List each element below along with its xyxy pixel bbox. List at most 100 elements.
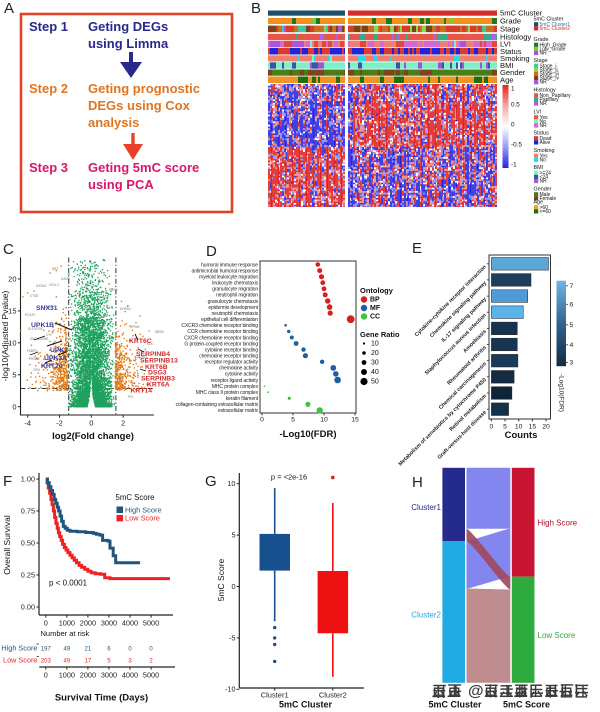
svg-text:Step 3: Step 3 [29, 160, 68, 175]
svg-text:Geting 5mC score: Geting 5mC score [88, 160, 199, 175]
svg-text:49: 49 [64, 659, 71, 665]
svg-text:5mC Cluster1: 5mC Cluster1 [540, 22, 571, 28]
svg-text:Papillary: Papillary [540, 97, 560, 103]
svg-text:15: 15 [8, 306, 16, 315]
svg-text:Cluster1: Cluster1 [411, 503, 441, 512]
svg-text:extracellular matrix: extracellular matrix [218, 408, 259, 414]
svg-text:Stage: Stage [534, 58, 548, 64]
svg-text:5: 5 [12, 370, 16, 379]
svg-text:0: 0 [511, 122, 515, 129]
svg-text:UPK3A: UPK3A [44, 355, 67, 362]
svg-text:No: No [540, 119, 547, 125]
svg-text:CCR chemokine receptor binding: CCR chemokine receptor binding [187, 329, 258, 335]
svg-text:High Score: High Score [538, 519, 578, 528]
svg-text:NR: NR [540, 101, 548, 107]
svg-text:Smoking: Smoking [500, 54, 530, 63]
svg-text:Yes: Yes [540, 115, 549, 121]
svg-text:Non_Papillary: Non_Papillary [540, 93, 572, 99]
svg-text:-0.5: -0.5 [511, 142, 522, 149]
svg-text:Alive: Alive [540, 140, 551, 146]
svg-text:Cluster2: Cluster2 [319, 691, 347, 700]
svg-text:Low Score: Low Score [3, 656, 37, 665]
svg-text:Age: Age [500, 75, 514, 84]
svg-text:CRH: CRH [33, 368, 41, 372]
svg-text:SPINK: SPINK [130, 325, 140, 329]
svg-text:BMI: BMI [500, 61, 514, 70]
svg-text:CALML3: CALML3 [135, 355, 148, 359]
svg-text:5mC Score: 5mC Score [116, 493, 155, 502]
svg-text:<24: <24 [540, 174, 549, 180]
svg-text:4000: 4000 [122, 619, 138, 628]
svg-text:10: 10 [515, 424, 523, 431]
svg-text:collagen-containing extracellu: collagen-containing extracellular matrix [176, 402, 259, 408]
svg-text:7: 7 [570, 283, 574, 290]
svg-text:20: 20 [8, 275, 16, 284]
svg-text:NR: NR [540, 123, 548, 129]
svg-text:2: 2 [121, 419, 125, 428]
svg-text:BP: BP [370, 297, 380, 304]
svg-text:0: 0 [44, 671, 48, 680]
svg-text:49: 49 [64, 647, 71, 653]
svg-text:D: D [206, 243, 217, 260]
svg-text:analysis: analysis [88, 115, 139, 130]
svg-text:15: 15 [529, 424, 537, 431]
svg-text:Number at risk: Number at risk [41, 629, 90, 638]
svg-text:Histology: Histology [534, 88, 556, 94]
svg-text:Step 2: Step 2 [29, 81, 68, 96]
svg-text:KRT6B: KRT6B [145, 364, 168, 371]
svg-text:-Log10(FDR): -Log10(FDR) [280, 429, 337, 440]
svg-text:cytokine activity: cytokine activity [225, 372, 259, 378]
svg-text:>60: >60 [540, 205, 549, 211]
svg-text:-2: -2 [56, 419, 63, 428]
svg-text:5: 5 [231, 531, 235, 540]
svg-text:keratin filament: keratin filament [226, 396, 259, 402]
svg-text:High Score: High Score [125, 505, 162, 514]
svg-text:197: 197 [41, 647, 52, 653]
svg-text:-1: -1 [511, 162, 517, 169]
svg-text:CC: CC [370, 314, 380, 321]
svg-text:SNX31: SNX31 [36, 305, 58, 312]
svg-text:-5: -5 [229, 633, 236, 642]
svg-text:1.00: 1.00 [21, 474, 35, 483]
svg-text:MHC class II protein complex: MHC class II protein complex [196, 390, 259, 396]
svg-text:17: 17 [85, 659, 92, 665]
svg-text:receptor ligand activity: receptor ligand activity [211, 378, 259, 384]
svg-text:Status: Status [500, 47, 522, 56]
svg-text:Yes: Yes [540, 153, 549, 159]
svg-text:DHRS2: DHRS2 [120, 307, 131, 311]
svg-text:DEGs using Cox: DEGs using Cox [88, 98, 191, 113]
svg-text:Overall Survival: Overall Survival [2, 515, 12, 575]
svg-text:GATA3: GATA3 [36, 284, 46, 288]
svg-text:10: 10 [227, 479, 235, 488]
svg-text:0: 0 [89, 419, 93, 428]
svg-text:chemokine activity: chemokine activity [219, 366, 259, 372]
svg-text:E: E [412, 240, 422, 257]
svg-text:KLK: KLK [147, 342, 154, 346]
svg-text:CYP: CYP [46, 333, 53, 337]
svg-text:6: 6 [570, 302, 574, 309]
svg-text:MF: MF [370, 305, 381, 312]
svg-text:5mC Cluster: 5mC Cluster [534, 17, 564, 23]
svg-text:p < 0.0001: p < 0.0001 [49, 579, 88, 588]
svg-text:30: 30 [371, 360, 379, 367]
svg-text:BMI: BMI [534, 165, 544, 171]
svg-text:receptor regulator activity: receptor regulator activity [205, 360, 259, 366]
svg-text:SNCG/GRHL: SNCG/GRHL [30, 337, 49, 341]
svg-text:chemokine receptor binding: chemokine receptor binding [199, 354, 258, 360]
svg-text:Male: Male [540, 192, 551, 198]
svg-text:5: 5 [291, 417, 295, 424]
svg-text:H: H [412, 474, 423, 491]
svg-text:FABP4: FABP4 [27, 349, 37, 353]
svg-text:KRT: KRT [52, 267, 58, 271]
svg-text:6: 6 [107, 647, 111, 653]
svg-text:B: B [251, 0, 261, 17]
svg-text:10: 10 [371, 341, 379, 348]
svg-text:15: 15 [351, 417, 359, 424]
svg-text:p = <2e-16: p = <2e-16 [271, 473, 307, 482]
svg-text:2: 2 [149, 659, 153, 665]
svg-text:-4: -4 [24, 419, 31, 428]
svg-text:Gender: Gender [534, 187, 552, 193]
svg-text:myeloid leukocyte migration: myeloid leukocyte migration [199, 275, 258, 281]
svg-text:5: 5 [570, 322, 574, 329]
svg-text:PCAT4: PCAT4 [25, 313, 35, 317]
